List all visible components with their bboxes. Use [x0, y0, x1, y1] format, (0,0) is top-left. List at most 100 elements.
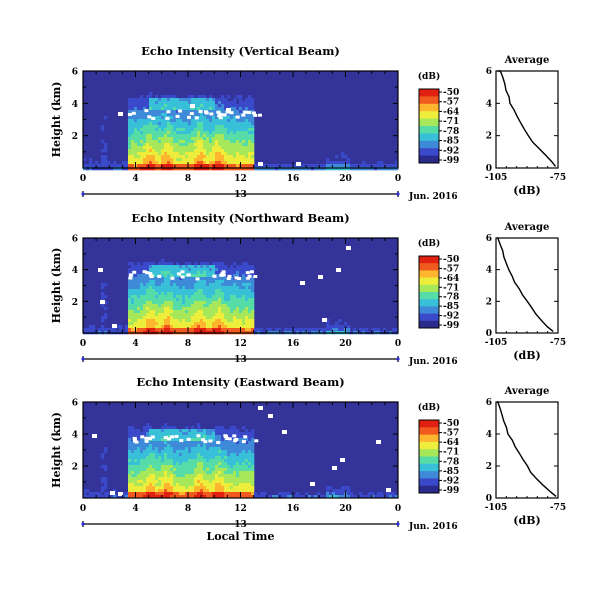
- heatmap-cell: [89, 158, 93, 162]
- heatmap-cell: [227, 164, 231, 168]
- heatmap-cell: [206, 98, 210, 102]
- heatmap-cell: [134, 101, 138, 105]
- heatmap-cell: [137, 283, 141, 287]
- colorbar-segment: [419, 441, 439, 450]
- heatmap-cell: [248, 307, 252, 311]
- heatmap-cell: [206, 465, 210, 469]
- heatmap-cell: [251, 125, 255, 129]
- heatmap-cell: [185, 113, 189, 117]
- blanked-cell: [251, 111, 256, 115]
- heatmap-cell: [140, 95, 144, 99]
- heatmap-cell: [137, 128, 141, 132]
- heatmap-cell: [332, 495, 336, 499]
- heatmap-cell: [167, 164, 171, 168]
- heatmap-cell: [101, 456, 105, 460]
- heatmap-cell: [227, 140, 231, 144]
- heatmap-cell: [167, 95, 171, 99]
- heatmap-cell: [245, 116, 249, 120]
- blanked-cell: [194, 116, 199, 120]
- heatmap-cell: [161, 450, 165, 454]
- heatmap-cell: [182, 322, 186, 326]
- heatmap-cell: [152, 286, 156, 290]
- heatmap-cell: [188, 474, 192, 478]
- heatmap-cell: [164, 125, 168, 129]
- heatmap-cell: [137, 149, 141, 153]
- heatmap-cell: [173, 122, 177, 126]
- profile-title: Average: [504, 55, 550, 66]
- heatmap-cell: [179, 322, 183, 326]
- heatmap-cell: [218, 328, 222, 332]
- heatmap-cell: [140, 140, 144, 144]
- heatmap-cell: [173, 155, 177, 159]
- heatmap-cell: [194, 152, 198, 156]
- heatmap-cell: [179, 310, 183, 314]
- heatmap-cell: [200, 140, 204, 144]
- heatmap-cell: [200, 143, 204, 147]
- heatmap-cell: [92, 492, 96, 496]
- heatmap-cell: [308, 328, 312, 332]
- y-axis-label: Height (km): [50, 412, 63, 488]
- heatmap-cell: [389, 495, 393, 499]
- heatmap-cell: [149, 471, 153, 475]
- heatmap-cell: [164, 277, 168, 281]
- heatmap-cell: [164, 426, 168, 430]
- heatmap-cell: [155, 313, 159, 317]
- blanked-cell: [98, 268, 103, 272]
- heatmap-cell: [185, 453, 189, 457]
- heatmap-cell: [155, 325, 159, 329]
- heatmap-cell: [140, 119, 144, 123]
- heatmap-cell: [164, 280, 168, 284]
- heatmap-cell: [182, 432, 186, 436]
- heatmap-cell: [170, 104, 174, 108]
- heatmap-cell: [158, 131, 162, 135]
- heatmap-cell: [152, 119, 156, 123]
- heatmap-cell: [179, 459, 183, 463]
- heatmap-cell: [206, 140, 210, 144]
- heatmap-cell: [236, 286, 240, 290]
- heatmap-cell: [218, 277, 222, 281]
- colorbar-frame: [418, 255, 440, 329]
- heatmap-cell: [209, 265, 213, 269]
- heatmap-cell: [239, 274, 243, 278]
- heatmap-cell: [230, 137, 234, 141]
- heatmap-cell: [161, 471, 165, 475]
- heatmap-cell: [200, 113, 204, 117]
- heatmap-cell: [224, 322, 228, 326]
- heatmap-cell: [194, 447, 198, 451]
- heatmap-cell: [170, 322, 174, 326]
- heatmap-cell: [89, 167, 93, 171]
- colorbar-segment: [419, 471, 439, 479]
- heatmap-cell: [206, 304, 210, 308]
- heatmap-cell: [128, 143, 132, 147]
- heatmap-cell: [230, 304, 234, 308]
- heatmap-cell: [167, 432, 171, 436]
- heatmap-cell: [194, 274, 198, 278]
- heatmap-cell: [224, 319, 228, 323]
- month-label: Jun. 2016: [408, 357, 458, 367]
- heatmap-cell: [146, 429, 150, 433]
- heatmap-cell: [140, 304, 144, 308]
- heatmap-cell: [146, 125, 150, 129]
- heatmap-cell: [158, 453, 162, 457]
- blanked-cell: [246, 276, 251, 280]
- heatmap-cell: [176, 462, 180, 466]
- heatmap-cell: [158, 137, 162, 141]
- heatmap-cell: [164, 295, 168, 299]
- heatmap-cell: [149, 289, 153, 293]
- heatmap-cell: [140, 322, 144, 326]
- heatmap-cell: [215, 271, 219, 275]
- heatmap-cell: [251, 304, 255, 308]
- heatmap-cell: [149, 161, 153, 165]
- heatmap-cell: [161, 268, 165, 272]
- heatmap-cell: [188, 164, 192, 168]
- heatmap-cell: [197, 316, 201, 320]
- heatmap-cell: [146, 161, 150, 165]
- heatmap-cell: [143, 462, 147, 466]
- heatmap-cell: [173, 274, 177, 278]
- heatmap-cell: [344, 322, 348, 326]
- heatmap-cell: [242, 322, 246, 326]
- heatmap-cell: [185, 149, 189, 153]
- heatmap-cell: [170, 167, 174, 171]
- heatmap-cell: [245, 453, 249, 457]
- heatmap-cell: [164, 480, 168, 484]
